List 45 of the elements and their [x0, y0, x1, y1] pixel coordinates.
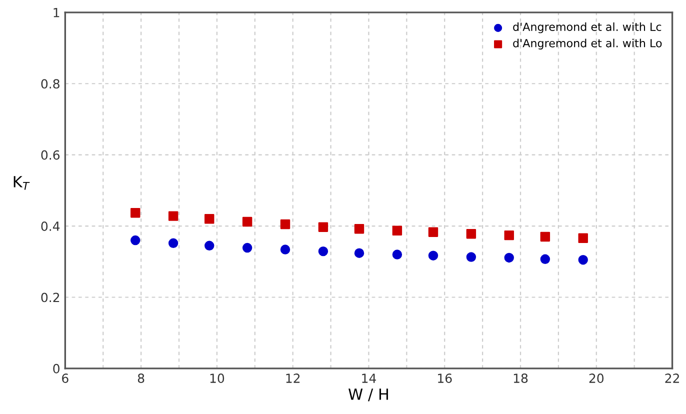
x-tick-label: 6: [62, 374, 68, 383]
point: [504, 230, 514, 240]
point: [130, 235, 140, 246]
point: [130, 208, 140, 218]
y-tick-label: 0.6: [41, 150, 60, 160]
point: [466, 229, 476, 239]
y-tick-label: 0.2: [41, 292, 60, 302]
point: [168, 238, 178, 248]
point: [466, 252, 476, 262]
x-tick-label: 10: [210, 374, 224, 383]
x-axis-title: W / H: [348, 388, 388, 402]
point: [504, 252, 514, 263]
point: [318, 246, 328, 256]
point: [204, 240, 214, 250]
y-tick-label: 0.4: [41, 222, 60, 231]
point: [392, 226, 402, 236]
x-tick-label: 8: [138, 374, 144, 383]
x-tick-label: 20: [589, 374, 604, 383]
point: [428, 227, 438, 237]
x-tick-label: 12: [286, 374, 300, 383]
y-tick-label: 0.8: [41, 79, 60, 89]
x-tick-label: 18: [514, 374, 528, 383]
point: [280, 219, 290, 230]
point: [242, 242, 252, 253]
point: [242, 216, 252, 227]
point: [354, 224, 364, 234]
point: [318, 222, 328, 232]
x-tick-label: 14: [362, 374, 376, 383]
legend-label: d'Angremond et al. with Lo: [513, 38, 662, 50]
point: [578, 233, 588, 244]
y-tick-label: 0: [53, 364, 60, 374]
point: [280, 244, 290, 254]
y-tick-label: 1: [54, 8, 60, 18]
x-tick-label: 16: [438, 374, 452, 383]
point: [354, 248, 364, 258]
point: [578, 255, 588, 265]
x-tick-label: 22: [665, 374, 679, 383]
point: [392, 250, 402, 260]
point: [540, 254, 550, 264]
point: [168, 211, 178, 221]
point: [540, 232, 550, 242]
point: [428, 250, 438, 260]
point: [204, 214, 214, 224]
legend-label: d'Angremond et al. with Lc: [513, 22, 662, 34]
y-axis-title: K$_{T}$: [14, 176, 30, 190]
